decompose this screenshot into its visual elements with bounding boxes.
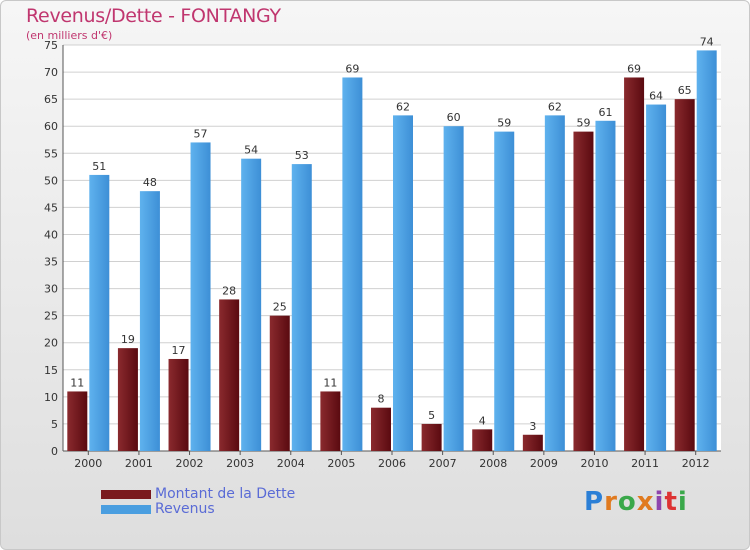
data-label-debt: 25 [273, 301, 287, 314]
data-label-revenue: 74 [700, 35, 714, 48]
bar-debt [522, 434, 543, 451]
y-tick-label: 55 [44, 147, 58, 160]
y-tick-label: 10 [44, 391, 58, 404]
x-tick-label: 2012 [682, 457, 710, 470]
y-tick-label: 75 [44, 39, 58, 52]
y-tick-label: 70 [44, 66, 58, 79]
bar-revenue [139, 191, 160, 451]
logo-letter: i [654, 487, 665, 517]
bar-debt [219, 299, 240, 451]
data-label-debt: 59 [576, 117, 590, 130]
x-tick-label: 2008 [479, 457, 507, 470]
data-label-revenue: 62 [396, 100, 410, 113]
bar-debt [67, 391, 88, 451]
bar-revenue [443, 126, 464, 451]
bar-debt [573, 131, 594, 451]
data-label-debt: 11 [70, 376, 84, 389]
chart-title: Revenus/Dette - FONTANGY [26, 5, 281, 27]
x-tick-label: 2011 [631, 457, 659, 470]
bar-debt [371, 407, 391, 451]
data-label-revenue: 59 [497, 117, 511, 130]
y-tick-label: 0 [51, 445, 58, 458]
bar-revenue [190, 142, 211, 451]
x-tick-label: 2005 [327, 457, 355, 470]
data-label-debt: 19 [121, 333, 135, 346]
data-label-revenue: 54 [244, 144, 258, 157]
x-tick-label: 2004 [277, 457, 305, 470]
legend-swatch-revenue [101, 505, 151, 514]
data-label-debt: 65 [678, 84, 692, 97]
x-tick-label: 2003 [226, 457, 254, 470]
y-tick-label: 30 [44, 283, 58, 296]
bar-debt [421, 423, 442, 451]
x-tick-label: 2009 [530, 457, 558, 470]
proxiti-logo: Proxiti [584, 487, 688, 517]
y-tick-label: 50 [44, 174, 58, 187]
data-label-debt: 11 [323, 376, 337, 389]
logo-letter: o [617, 487, 637, 517]
x-tick-label: 2010 [580, 457, 608, 470]
legend-swatch-debt [101, 490, 151, 499]
legend-label-debt: Montant de la Dette [155, 486, 296, 502]
y-tick-label: 60 [44, 120, 58, 133]
y-tick-label: 5 [51, 418, 58, 431]
x-tick-label: 2007 [429, 457, 457, 470]
y-tick-label: 35 [44, 256, 58, 269]
data-label-revenue: 51 [92, 160, 106, 173]
chart-subtitle: (en milliers d'€) [26, 29, 113, 42]
bar-debt [674, 99, 695, 451]
data-label-debt: 3 [529, 420, 536, 433]
data-label-revenue: 62 [548, 100, 562, 113]
bar-revenue [89, 174, 110, 452]
data-label-debt: 17 [172, 344, 186, 357]
bar-revenue [696, 50, 717, 452]
data-label-revenue: 69 [345, 62, 359, 75]
bar-revenue [595, 120, 616, 451]
logo-letter: P [584, 487, 605, 517]
data-label-debt: 69 [627, 62, 641, 75]
data-label-revenue: 57 [194, 127, 208, 140]
x-tick-label: 2006 [378, 457, 406, 470]
bar-debt [117, 348, 138, 451]
data-label-revenue: 48 [143, 176, 157, 189]
bar-debt [320, 391, 341, 451]
logo-letter: r [604, 487, 618, 517]
x-tick-label: 2001 [125, 457, 153, 470]
x-tick-label: 2002 [176, 457, 204, 470]
bar-debt [168, 358, 189, 451]
logo-letter: x [636, 487, 655, 517]
bar-revenue [494, 131, 515, 451]
bar-debt [624, 77, 645, 451]
data-label-debt: 8 [378, 393, 385, 406]
bar-revenue [646, 104, 667, 452]
y-tick-label: 25 [44, 310, 58, 323]
legend-label-revenue: Revenus [155, 501, 215, 517]
bar-revenue [241, 158, 262, 451]
data-label-revenue: 64 [649, 90, 663, 103]
y-tick-label: 40 [44, 228, 58, 241]
logo-letter: i [677, 487, 688, 517]
plot-area [63, 45, 721, 451]
data-label-revenue: 60 [447, 111, 461, 124]
bar-revenue [342, 77, 363, 451]
bar-revenue [393, 115, 413, 451]
y-tick-label: 20 [44, 337, 58, 350]
data-label-debt: 5 [428, 409, 435, 422]
bar-revenue [291, 164, 312, 452]
data-label-revenue: 61 [598, 106, 612, 119]
data-label-revenue: 53 [295, 149, 309, 162]
x-tick-label: 2000 [74, 457, 102, 470]
data-label-debt: 4 [479, 414, 486, 427]
y-tick-label: 45 [44, 201, 58, 214]
bar-revenue [544, 115, 565, 451]
y-tick-label: 65 [44, 93, 58, 106]
y-tick-label: 15 [44, 364, 58, 377]
bar-debt [472, 429, 493, 451]
logo-letter: t [664, 487, 678, 517]
data-label-debt: 28 [222, 284, 236, 297]
bar-debt [269, 315, 290, 451]
